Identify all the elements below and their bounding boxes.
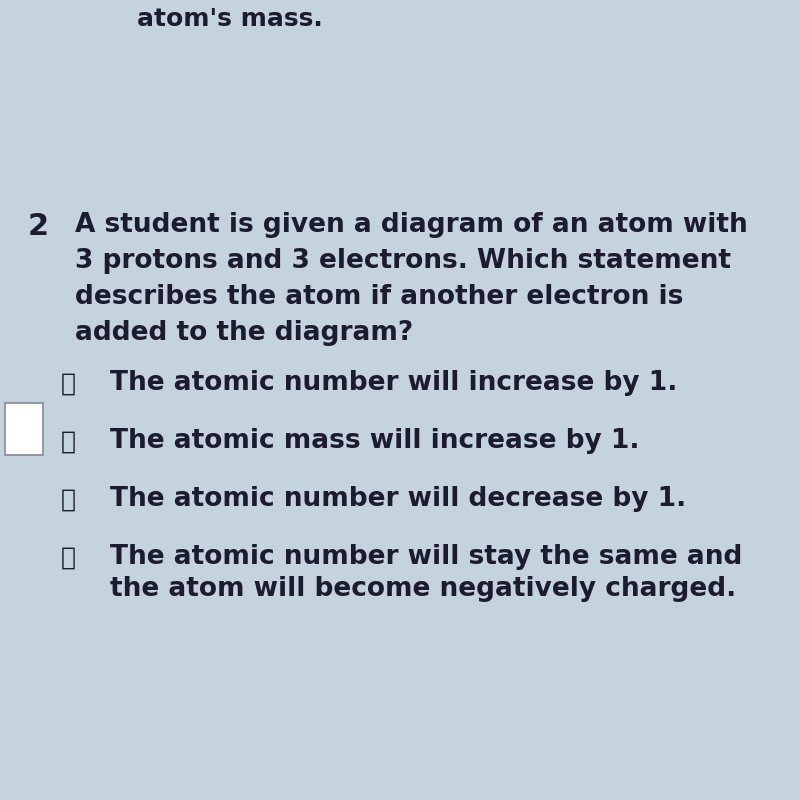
Text: A student is given a diagram of an atom with: A student is given a diagram of an atom … bbox=[75, 212, 748, 238]
Text: Ⓖ: Ⓖ bbox=[61, 430, 75, 454]
Text: 2: 2 bbox=[28, 212, 49, 241]
Text: The atomic number will decrease by 1.: The atomic number will decrease by 1. bbox=[110, 486, 686, 512]
Text: atom's mass.: atom's mass. bbox=[137, 7, 323, 31]
Text: describes the atom if another electron is: describes the atom if another electron i… bbox=[75, 284, 683, 310]
Text: Ⓗ: Ⓗ bbox=[61, 488, 75, 512]
Text: Ⓕ: Ⓕ bbox=[61, 372, 75, 396]
Text: added to the diagram?: added to the diagram? bbox=[75, 320, 414, 346]
Text: The atomic number will increase by 1.: The atomic number will increase by 1. bbox=[110, 370, 678, 396]
Text: Ⓘ: Ⓘ bbox=[61, 546, 75, 570]
FancyBboxPatch shape bbox=[5, 403, 43, 455]
Text: 3 protons and 3 electrons. Which statement: 3 protons and 3 electrons. Which stateme… bbox=[75, 248, 731, 274]
Text: The atomic number will stay the same and: The atomic number will stay the same and bbox=[110, 544, 742, 570]
Text: The atomic mass will increase by 1.: The atomic mass will increase by 1. bbox=[110, 428, 639, 454]
Text: the atom will become negatively charged.: the atom will become negatively charged. bbox=[110, 576, 736, 602]
